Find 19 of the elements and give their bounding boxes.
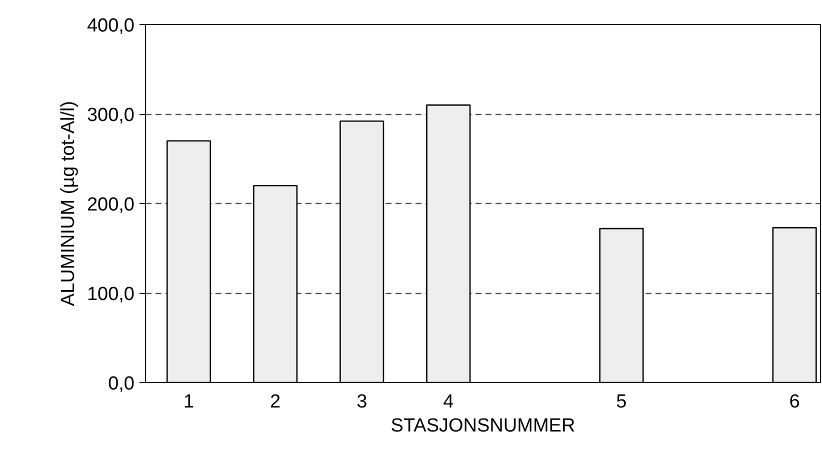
x-tick-label: 2 bbox=[270, 392, 281, 412]
y-tick-label: 0,0 bbox=[108, 374, 135, 394]
y-axis-title: ALUMINIUM (µg tot-Al/l) bbox=[58, 100, 79, 306]
bar bbox=[772, 227, 817, 382]
y-tick-label: 300,0 bbox=[86, 105, 134, 126]
y-tick-label: 100,0 bbox=[86, 284, 134, 305]
x-tick-label: 5 bbox=[616, 392, 627, 412]
bar bbox=[426, 104, 471, 382]
y-tick-label: 400,0 bbox=[86, 16, 134, 36]
bar bbox=[253, 184, 298, 382]
bar bbox=[599, 228, 644, 382]
bar bbox=[340, 120, 384, 382]
x-axis-title: STASJONSNUMMER bbox=[390, 416, 576, 436]
x-tick-label: 6 bbox=[789, 392, 800, 412]
y-tick-label: 200,0 bbox=[86, 194, 134, 216]
x-tick-label: 1 bbox=[183, 392, 194, 412]
x-tick-label: 4 bbox=[443, 392, 454, 412]
bar bbox=[166, 140, 212, 382]
x-tick-label: 3 bbox=[356, 392, 368, 412]
